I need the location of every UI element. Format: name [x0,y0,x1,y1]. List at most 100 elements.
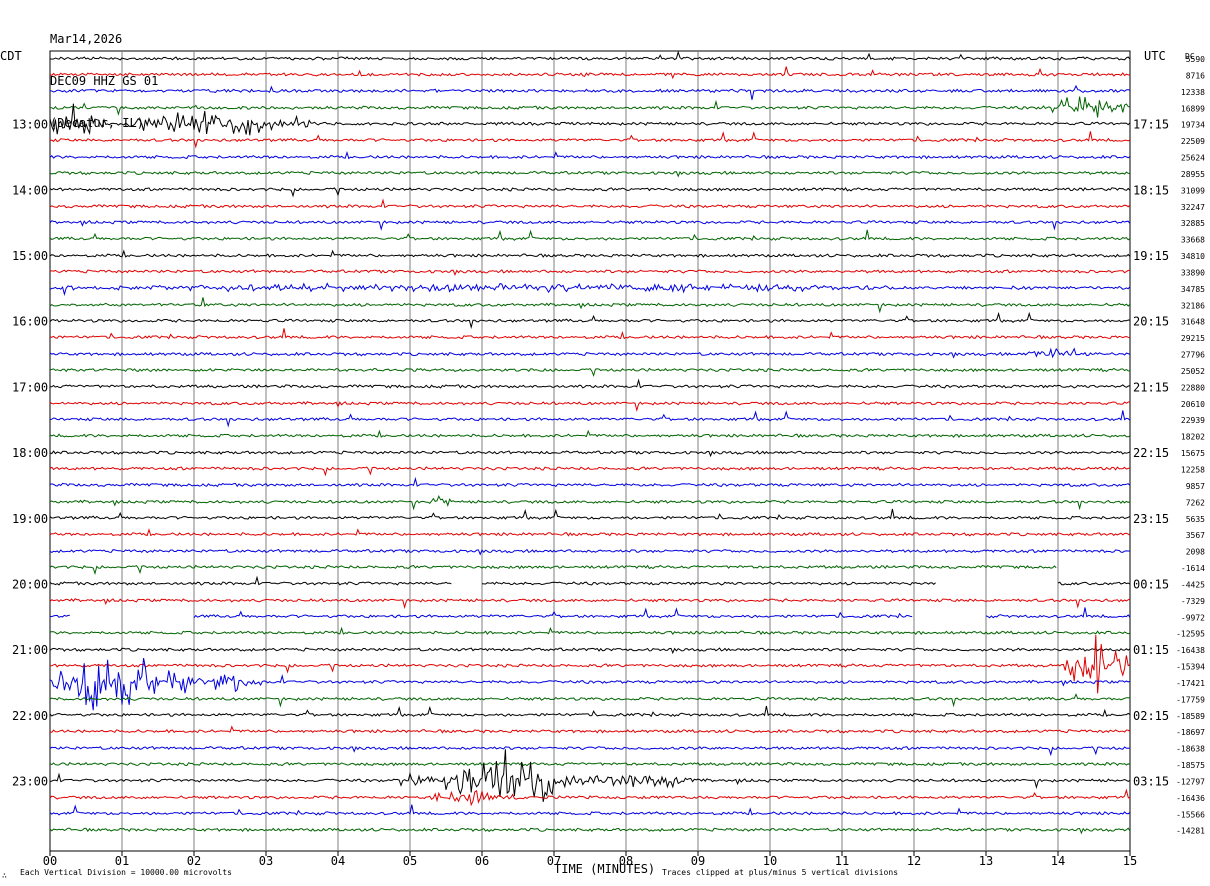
date-label: Mar14,2026 [50,32,123,46]
utc-hour-label: 17:15 [1133,118,1169,132]
x-tick-label: 08 [619,854,633,868]
x-tick-label: 11 [835,854,849,868]
trace-line [49,647,1131,655]
trace-line [49,410,1131,428]
x-tick-label: 15 [1123,854,1137,868]
trace-line [49,626,1131,636]
cdt-hour-label: 22:00 [12,709,48,723]
trace-line [49,705,1131,718]
trace-line [49,508,1131,521]
x-tick-label: 14 [1051,854,1065,868]
dc-offset-label: 22509 [1181,137,1205,146]
trace-line [49,378,1131,389]
dc-offset-label: 3567 [1186,531,1205,540]
cdt-hour-label: 23:00 [12,774,48,788]
dc-offset-label: 18202 [1181,433,1205,442]
dc-offset-label: 25052 [1181,367,1205,376]
trace-line [49,827,1131,835]
dc-offset-label: 31099 [1181,186,1205,195]
utc-hour-label: 20:15 [1133,315,1169,329]
left-zone-label: CDT [0,49,22,63]
trace-line [50,566,1130,574]
x-tick-label: 05 [403,854,417,868]
dc-offset-label: 16899 [1181,104,1205,113]
trace-line [49,220,1131,231]
plot-frame [49,50,1131,852]
trace-line [49,229,1131,241]
trace-line [49,150,1131,160]
dc-offset-label: 32885 [1181,219,1205,228]
trace-line [49,528,1131,537]
trace-line [49,170,1130,178]
cdt-hour-label: 13:00 [12,118,48,132]
trace-line [49,401,1131,412]
dc-offset-label: -18697 [1176,728,1205,737]
utc-hour-label: 21:15 [1133,380,1169,394]
dc-offset-label: 20610 [1181,400,1205,409]
trace-line [50,634,1131,694]
dc-offset-label: 5590 [1186,55,1205,64]
trace-line [49,494,1131,511]
cdt-hour-label: 20:00 [12,577,48,591]
x-axis-title: TIME (MINUTES) [554,862,655,876]
dc-offset-label: 32186 [1181,301,1205,310]
right-zone-label: UTC [1144,49,1166,63]
x-tick-label: 03 [259,854,273,868]
trace-line [49,187,1131,198]
trace-line [49,598,1131,610]
clip-note: Traces clipped at plus/minus 5 vertical … [662,868,898,877]
dc-offset-label: -12797 [1176,777,1205,786]
trace-line [49,328,1131,340]
chart-axes: 00 01 02 03 04 05 06 07 08 09 10 11 12 13 14 15 13:00 14:… [12,55,1205,868]
trace-line [49,249,1131,258]
dc-offset-label: 31648 [1181,318,1205,327]
trace-line [49,269,1130,277]
trace-line [49,96,1131,118]
dc-offset-label: -17759 [1176,695,1205,704]
trace-line [49,50,1131,61]
cdt-hour-label: 18:00 [12,446,48,460]
cdt-hour-label: 17:00 [12,380,48,394]
utc-hour-label: 23:15 [1133,512,1169,526]
trace-line [49,367,1130,378]
cdt-hour-label: 15:00 [12,249,48,263]
utc-hour-label: 19:15 [1133,249,1169,263]
dc-offset-label: 34785 [1181,285,1205,294]
dc-offset-label: -7329 [1181,597,1205,606]
x-tick-label: 06 [475,854,489,868]
x-tick-label: 02 [187,854,201,868]
utc-hour-label: 02:15 [1133,709,1169,723]
trace-group [49,50,1131,835]
utc-hour-label: 00:15 [1133,577,1169,591]
dc-offset-label: 22880 [1181,383,1205,392]
dc-offset-label: 28955 [1181,170,1205,179]
trace-line [49,548,1131,556]
dc-offset-label: 34810 [1181,252,1205,261]
dc-offset-label: 12258 [1181,466,1205,475]
trace-line [49,131,1131,149]
dc-offset-label: 32247 [1181,203,1205,212]
x-tick-label: 10 [763,854,777,868]
trace-line [49,607,1131,619]
dc-offset-label: 9857 [1186,482,1205,491]
trace-line [49,749,1131,802]
trace-line [49,429,1131,439]
dc-offset-label: 5635 [1186,515,1205,524]
dc-offset-label: -9972 [1181,613,1205,622]
dc-offset-label: -17421 [1176,679,1205,688]
trace-line [49,282,1131,297]
trace-line [49,476,1131,488]
trace-line [49,745,1131,757]
trace-line [49,103,1131,136]
utc-hour-label: 01:15 [1133,643,1169,657]
dc-offset-label: 19734 [1181,121,1205,130]
dc-offset-label: 2098 [1186,548,1205,557]
trace-line [49,761,1131,767]
cdt-hour-label: 16:00 [12,315,48,329]
trace-line [49,693,1131,708]
x-tick-label: 13 [979,854,993,868]
trace-line [49,297,1131,314]
station-label: DEC09 HHZ GS 01 [50,74,159,88]
dc-offset-label: 33668 [1181,236,1205,245]
